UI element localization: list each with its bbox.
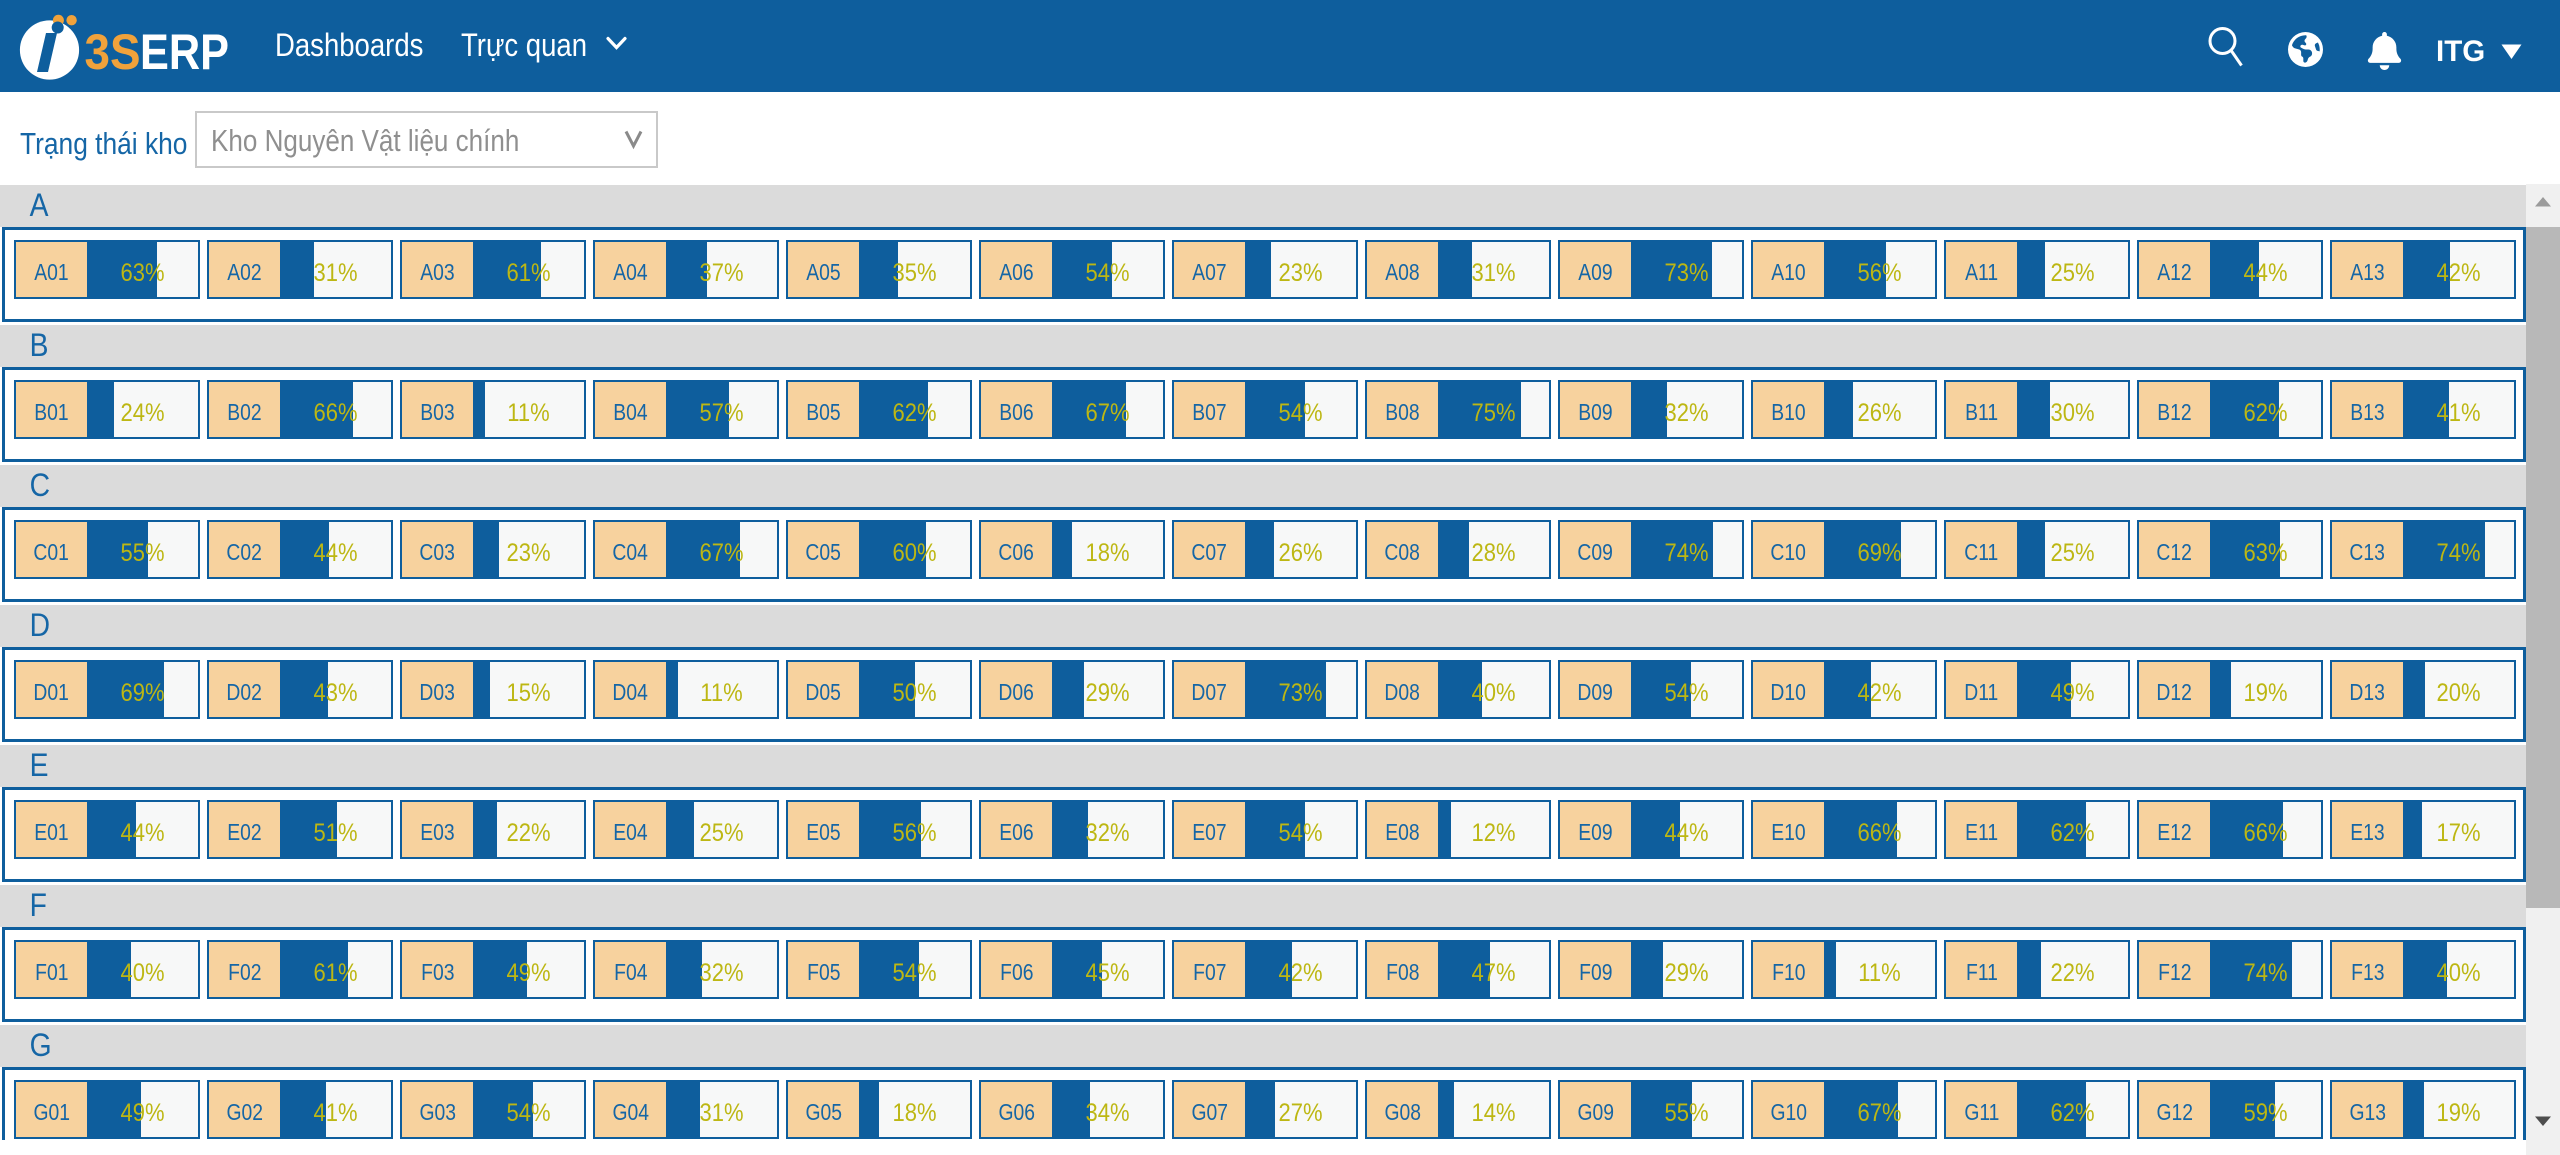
svg-text:ERP: ERP — [140, 24, 229, 80]
svg-text:3S: 3S — [85, 24, 141, 80]
